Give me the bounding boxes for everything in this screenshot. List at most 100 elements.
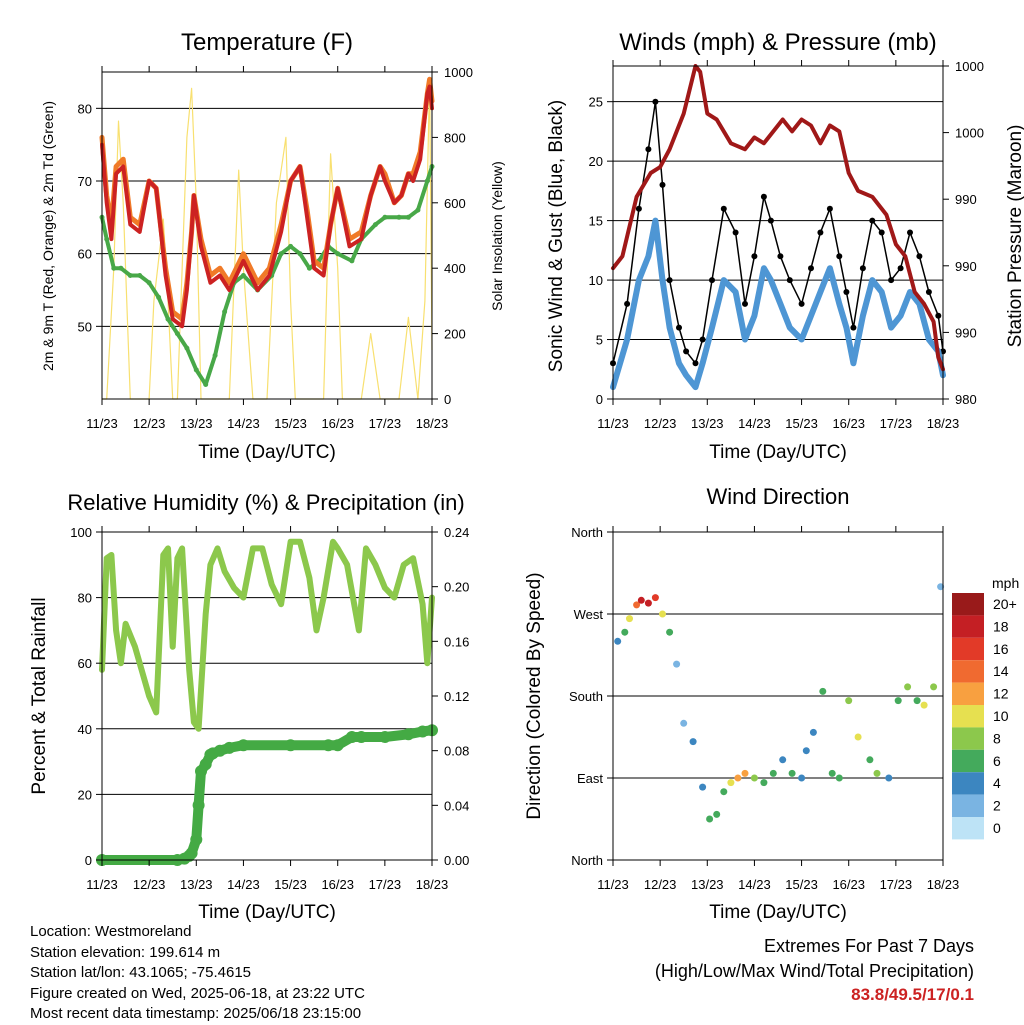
- legend-swatch: [952, 682, 984, 705]
- direction-series: [614, 583, 945, 823]
- y-tick-label-right: 0.16: [444, 634, 469, 649]
- temperature-ylabel: 2m & 9m T (Red, Orange) & 2m Td (Green): [40, 101, 56, 371]
- direction-point: [637, 596, 645, 604]
- dewpoint-point: [156, 294, 162, 300]
- y-tick-label-right: 0.04: [444, 798, 469, 813]
- gust-point: [652, 98, 659, 105]
- direction-point: [741, 769, 749, 777]
- direction-point: [819, 687, 827, 695]
- legend-swatch: [952, 705, 984, 728]
- y-tick-label-right: 0.20: [444, 580, 469, 595]
- y-tick-label-right: 990: [955, 259, 977, 274]
- precipitation-line: [97, 725, 437, 865]
- temperature-grid: [102, 107, 432, 327]
- x-tick-label: 17/23: [369, 416, 402, 431]
- humidity-axes: 11/23 12/23 13/23 14/23 15/23 16/23 17/23 18/23…: [70, 525, 469, 892]
- humidity-title: Relative Humidity (%) & Precipitation (i…: [67, 490, 464, 515]
- legend-label: 6: [993, 753, 1001, 769]
- legend-swatch: [952, 772, 984, 795]
- legend-swatch: [952, 615, 984, 638]
- dewpoint-point: [415, 207, 421, 213]
- x-tick-label: 11/23: [597, 416, 629, 431]
- legend-swatch: [952, 660, 984, 683]
- winds-plot-frame: [612, 65, 944, 400]
- humidity-series: [96, 538, 438, 866]
- legend-swatch: [952, 727, 984, 750]
- legend-label: 8: [993, 730, 1001, 746]
- y-tick-label: 60: [78, 247, 92, 262]
- y-tick-label: 20: [589, 154, 603, 169]
- direction-point: [614, 637, 622, 645]
- dewpoint-point: [193, 367, 199, 373]
- direction-point: [760, 779, 768, 787]
- direction-point: [802, 747, 810, 755]
- gust-point: [635, 205, 642, 212]
- direction-point: [835, 774, 843, 782]
- y-tick-label: 70: [78, 174, 92, 189]
- precipitation-point: [378, 731, 391, 743]
- dewpoint-point: [382, 214, 388, 220]
- y-tick-label: 5: [596, 333, 603, 348]
- gust-point: [878, 229, 885, 236]
- x-tick-label: 12/23: [133, 416, 166, 431]
- gust-point: [760, 193, 767, 200]
- x-tick-label: 14/23: [227, 416, 260, 431]
- y-tick-label-right: 600: [444, 196, 466, 211]
- precipitation-point: [284, 739, 297, 752]
- gust-point: [624, 300, 631, 307]
- dewpoint-point: [297, 251, 303, 257]
- direction-point: [894, 697, 902, 705]
- direction-point: [673, 660, 681, 668]
- y-tick-label: 0: [596, 392, 603, 407]
- precipitation-point: [322, 739, 335, 752]
- humidity-ylabel: Percent & Total Rainfall: [29, 597, 50, 794]
- direction-ylabel: Direction (Colored By Speed): [524, 572, 545, 819]
- winds-axes: 11/23 12/23 13/23 14/23 15/23 16/23 17/23 18/23…: [589, 59, 984, 431]
- x-tick-label: 17/23: [880, 877, 913, 892]
- direction-point: [713, 810, 721, 818]
- gust-point: [742, 300, 748, 307]
- dewpoint-point: [118, 265, 124, 271]
- legend-swatch: [952, 637, 984, 661]
- gust-point: [692, 360, 699, 367]
- direction-point: [845, 697, 853, 705]
- gust-point: [859, 265, 866, 272]
- gust-point: [836, 253, 843, 260]
- gust-point: [777, 253, 784, 260]
- dewpoint-point: [222, 309, 228, 315]
- dewpoint-point: [306, 265, 312, 271]
- solar-insolation-line: [101, 77, 433, 400]
- temperature-panel: Temperature (F) 11/23 12/23 13/23 14/23 15/2…: [40, 29, 505, 463]
- temperature-series: [99, 76, 435, 400]
- precipitation-point: [223, 741, 236, 754]
- dewpoint-point: [372, 222, 378, 228]
- x-tick-label: 17/23: [880, 416, 913, 431]
- direction-point: [873, 769, 881, 777]
- direction-xlabel: Time (Day/UTC): [709, 902, 847, 923]
- x-tick-label: 13/23: [691, 877, 724, 892]
- direction-point: [727, 779, 735, 787]
- direction-point: [885, 774, 893, 782]
- x-tick-label: 14/23: [227, 877, 260, 892]
- direction-point: [651, 594, 659, 602]
- direction-point: [633, 601, 641, 609]
- humidity-xlabel: Time (Day/UTC): [198, 902, 336, 923]
- gust-point: [888, 277, 895, 284]
- y-tick-label: East: [577, 771, 603, 786]
- speed-legend: mph 20+ 18 16 14 12 10 8 6 4 2 0: [952, 575, 1019, 840]
- dewpoint-point: [111, 265, 117, 271]
- precipitation-point: [190, 833, 203, 846]
- x-tick-label: 12/23: [644, 877, 677, 892]
- direction-point: [904, 683, 912, 691]
- x-tick-label: 15/23: [274, 877, 307, 892]
- station-latlon: Station lat/lon: 43.1065; -75.4615: [30, 964, 252, 981]
- gust-point: [808, 265, 814, 272]
- precipitation-point: [416, 725, 429, 738]
- y-tick-label-right: 0: [444, 392, 451, 407]
- y-tick-label-right: 990: [955, 192, 977, 207]
- direction-point: [621, 628, 629, 636]
- gust-point: [720, 205, 727, 212]
- gust-point: [935, 312, 942, 319]
- legend-label: 4: [993, 775, 1001, 791]
- direction-point: [798, 774, 806, 782]
